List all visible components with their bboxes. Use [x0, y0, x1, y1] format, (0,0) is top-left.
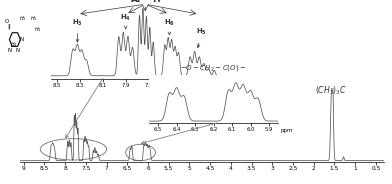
Text: $H_3$: $H_3$ [34, 25, 42, 34]
Text: N: N [20, 37, 24, 42]
Text: $(CH_3)_3C$: $(CH_3)_3C$ [315, 85, 347, 97]
Text: N: N [7, 48, 11, 53]
Text: O: O [5, 19, 9, 24]
Text: $\mathbf{Ar-H}$: $\mathbf{Ar-H}$ [130, 0, 161, 4]
Text: $H_3$: $H_3$ [19, 15, 27, 23]
Text: $\mathbf{H_3}$: $\mathbf{H_3}$ [72, 18, 83, 42]
Text: ppm: ppm [226, 84, 238, 89]
Text: $\mathbf{H_6}$: $\mathbf{H_6}$ [164, 18, 175, 35]
Text: $H_4$: $H_4$ [10, 40, 18, 49]
Text: $-O-CH_2-C(O)-$: $-O-CH_2-C(O)-$ [180, 63, 247, 73]
Text: $H_5$: $H_5$ [30, 15, 38, 23]
Text: $\mathbf{H_4}$: $\mathbf{H_4}$ [120, 13, 131, 29]
Text: ppm: ppm [280, 128, 293, 133]
Text: $\mathbf{H_5}$: $\mathbf{H_5}$ [196, 27, 207, 48]
Text: N: N [16, 48, 20, 53]
Text: ‖: ‖ [7, 23, 10, 29]
